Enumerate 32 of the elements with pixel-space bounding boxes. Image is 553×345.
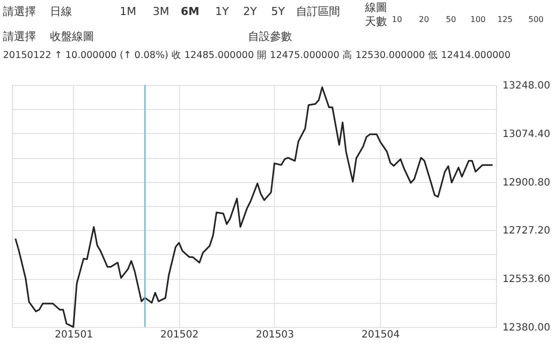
text: 100 <box>470 15 486 24</box>
x-tick-label: 201504 <box>362 330 400 340</box>
text: 日線 <box>50 5 72 18</box>
text: 3M <box>152 5 170 18</box>
text: 125 <box>497 15 513 24</box>
text: 天數 <box>365 15 387 28</box>
text: 自訂區間 <box>296 5 340 18</box>
text: 請選擇 <box>3 5 36 18</box>
text: 10 <box>392 15 402 24</box>
text: 收盤線圖 <box>50 30 94 43</box>
x-tick-label: 201503 <box>256 330 294 340</box>
text: 5Y <box>271 5 286 18</box>
text: 1Y <box>215 5 230 18</box>
text: 20150122 ↑ 10.000000 (↑ 0.08%) 收 12485.000000 開 12475.000000 高 12530.000000 低 12414.000000 <box>3 49 510 61</box>
text: 自設參數 <box>248 30 292 43</box>
text: 6M <box>180 5 200 18</box>
y-tick-label: 13248.00 <box>502 80 550 92</box>
y-tick-label: 12727.20 <box>502 226 550 237</box>
y-tick-label: 12380.00 <box>502 322 550 334</box>
y-tick-label: 12900.80 <box>502 177 550 188</box>
text: 500 <box>528 15 544 24</box>
text: 請選擇 <box>3 30 36 43</box>
text: 線圖 <box>364 1 387 14</box>
y-tick-label: 13074.40 <box>502 128 550 140</box>
line-series <box>14 86 494 328</box>
y-tick-label: 12553.60 <box>502 274 550 286</box>
text: 1M <box>120 5 136 18</box>
text: 50 <box>446 15 456 24</box>
text: 2Y <box>243 5 258 18</box>
x-tick-label: 201501 <box>54 330 93 340</box>
text: 20 <box>418 15 430 24</box>
x-tick-label: 201502 <box>160 330 199 340</box>
